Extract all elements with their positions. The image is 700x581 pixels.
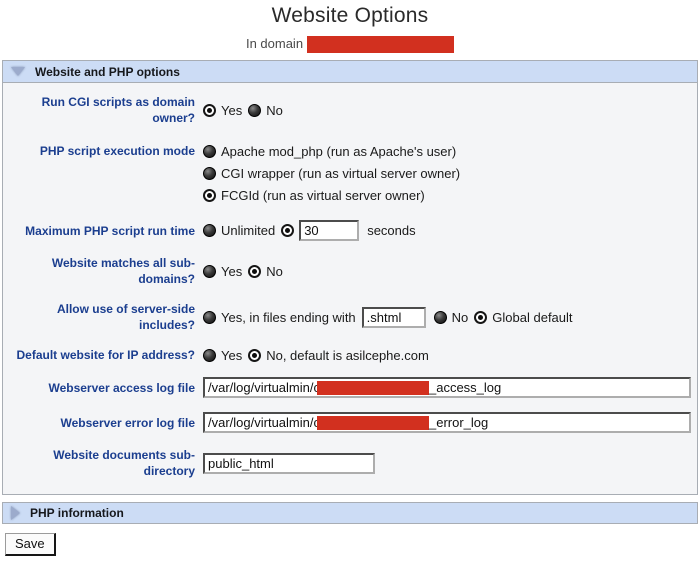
- ssi-no-label: No: [451, 309, 469, 325]
- error-log-path-suffix: _error_log: [428, 415, 489, 430]
- subdomains-label: Website matches all sub-domains?: [51, 256, 195, 286]
- default-website-yes-radio[interactable]: [203, 348, 216, 362]
- row-default-website: Default website for IP address? Yes No, …: [7, 340, 693, 370]
- error-log-label: Webserver error log file: [60, 415, 196, 430]
- row-php-mode: PHP script execution mode Apache mod_php…: [7, 133, 693, 213]
- domain-subtitle: In domain: [0, 35, 700, 54]
- subdomains-yes-radio[interactable]: [203, 264, 216, 278]
- website-php-options-body: Run CGI scripts as domain owner? Yes No …: [3, 83, 697, 494]
- php-mode-cgi-radio[interactable]: [203, 166, 216, 180]
- expand-triangle-icon: [11, 506, 20, 520]
- php-mode-fcgid-label: FCGId (run as virtual server owner): [221, 187, 425, 203]
- website-php-options-panel: Website and PHP options Run CGI scripts …: [2, 60, 698, 495]
- runtime-unlimited-radio[interactable]: [203, 224, 216, 237]
- access-log-input[interactable]: /var/log/virtualmin/c _access_log: [203, 377, 691, 398]
- run-cgi-no-radio[interactable]: [248, 103, 262, 117]
- row-run-cgi: Run CGI scripts as domain owner? Yes No: [7, 87, 693, 133]
- section-title: PHP information: [30, 506, 124, 520]
- row-php-runtime: Maximum PHP script run time Unlimited se…: [7, 213, 693, 248]
- default-website-no-radio[interactable]: [248, 348, 262, 362]
- redaction-box-error-log: [316, 416, 429, 430]
- subdomains-yes-label: Yes: [221, 263, 243, 279]
- php-mode-cgi-label: CGI wrapper (run as virtual server owner…: [221, 165, 461, 181]
- runtime-seconds-label: seconds: [367, 223, 416, 238]
- ssi-no-radio[interactable]: [433, 310, 447, 324]
- run-cgi-yes-radio[interactable]: [203, 103, 216, 117]
- default-website-no-label: No, default is asilcephe.com: [266, 347, 429, 363]
- collapse-triangle-icon: [11, 67, 25, 76]
- docroot-label: Website documents sub-directory: [53, 448, 195, 478]
- subdomains-no-label: No: [266, 263, 283, 279]
- php-mode-modphp-label: Apache mod_php (run as Apache's user): [221, 143, 457, 159]
- section-header-php-information[interactable]: PHP information: [2, 502, 698, 524]
- error-log-input[interactable]: /var/log/virtualmin/c _error_log: [203, 412, 691, 433]
- save-button[interactable]: Save: [5, 533, 56, 556]
- section-header-website-php-options[interactable]: Website and PHP options: [3, 61, 697, 83]
- row-error-log: Webserver error log file /var/log/virtua…: [7, 405, 693, 440]
- default-website-label: Default website for IP address?: [16, 348, 196, 362]
- php-mode-fcgid-radio[interactable]: [203, 188, 216, 202]
- php-mode-label: PHP script execution mode: [39, 144, 195, 158]
- ssi-global-label: Global default: [492, 309, 573, 325]
- page-title: Website Options: [271, 4, 429, 27]
- domain-subtitle-text: In domain: [245, 36, 304, 51]
- ssi-extension-input[interactable]: [361, 306, 426, 328]
- ssi-label: Allow use of server-side includes?: [56, 302, 195, 332]
- row-ssi: Allow use of server-side includes? Yes, …: [7, 294, 693, 340]
- runtime-unlimited-label: Unlimited: [221, 223, 276, 238]
- redaction-box-access-log: [316, 381, 429, 395]
- error-log-path-prefix: /var/log/virtualmin/c: [208, 415, 320, 430]
- access-log-path-suffix: _access_log: [428, 380, 502, 395]
- ssi-yes-radio[interactable]: [203, 310, 216, 324]
- ssi-global-radio[interactable]: [474, 310, 488, 324]
- php-mode-modphp-radio[interactable]: [203, 144, 216, 158]
- run-cgi-no-label: No: [266, 102, 283, 118]
- php-runtime-label: Maximum PHP script run time: [25, 223, 195, 238]
- section-title: Website and PHP options: [35, 64, 180, 79]
- row-docroot: Website documents sub-directory: [7, 440, 693, 486]
- docroot-input[interactable]: [203, 452, 375, 474]
- redaction-box-domain: [307, 36, 455, 54]
- subdomains-no-radio[interactable]: [248, 264, 262, 278]
- runtime-seconds-input[interactable]: [299, 220, 360, 241]
- ssi-yes-label: Yes, in files ending with: [221, 309, 356, 325]
- run-cgi-label: Run CGI scripts as domain owner?: [41, 95, 195, 125]
- run-cgi-yes-label: Yes: [221, 102, 243, 118]
- access-log-path-prefix: /var/log/virtualmin/c: [208, 380, 320, 395]
- row-access-log: Webserver access log file /var/log/virtu…: [7, 370, 693, 405]
- access-log-label: Webserver access log file: [48, 380, 195, 395]
- row-subdomains: Website matches all sub-domains? Yes No: [7, 248, 693, 294]
- runtime-custom-radio[interactable]: [281, 224, 295, 237]
- default-website-yes-label: Yes: [221, 347, 243, 363]
